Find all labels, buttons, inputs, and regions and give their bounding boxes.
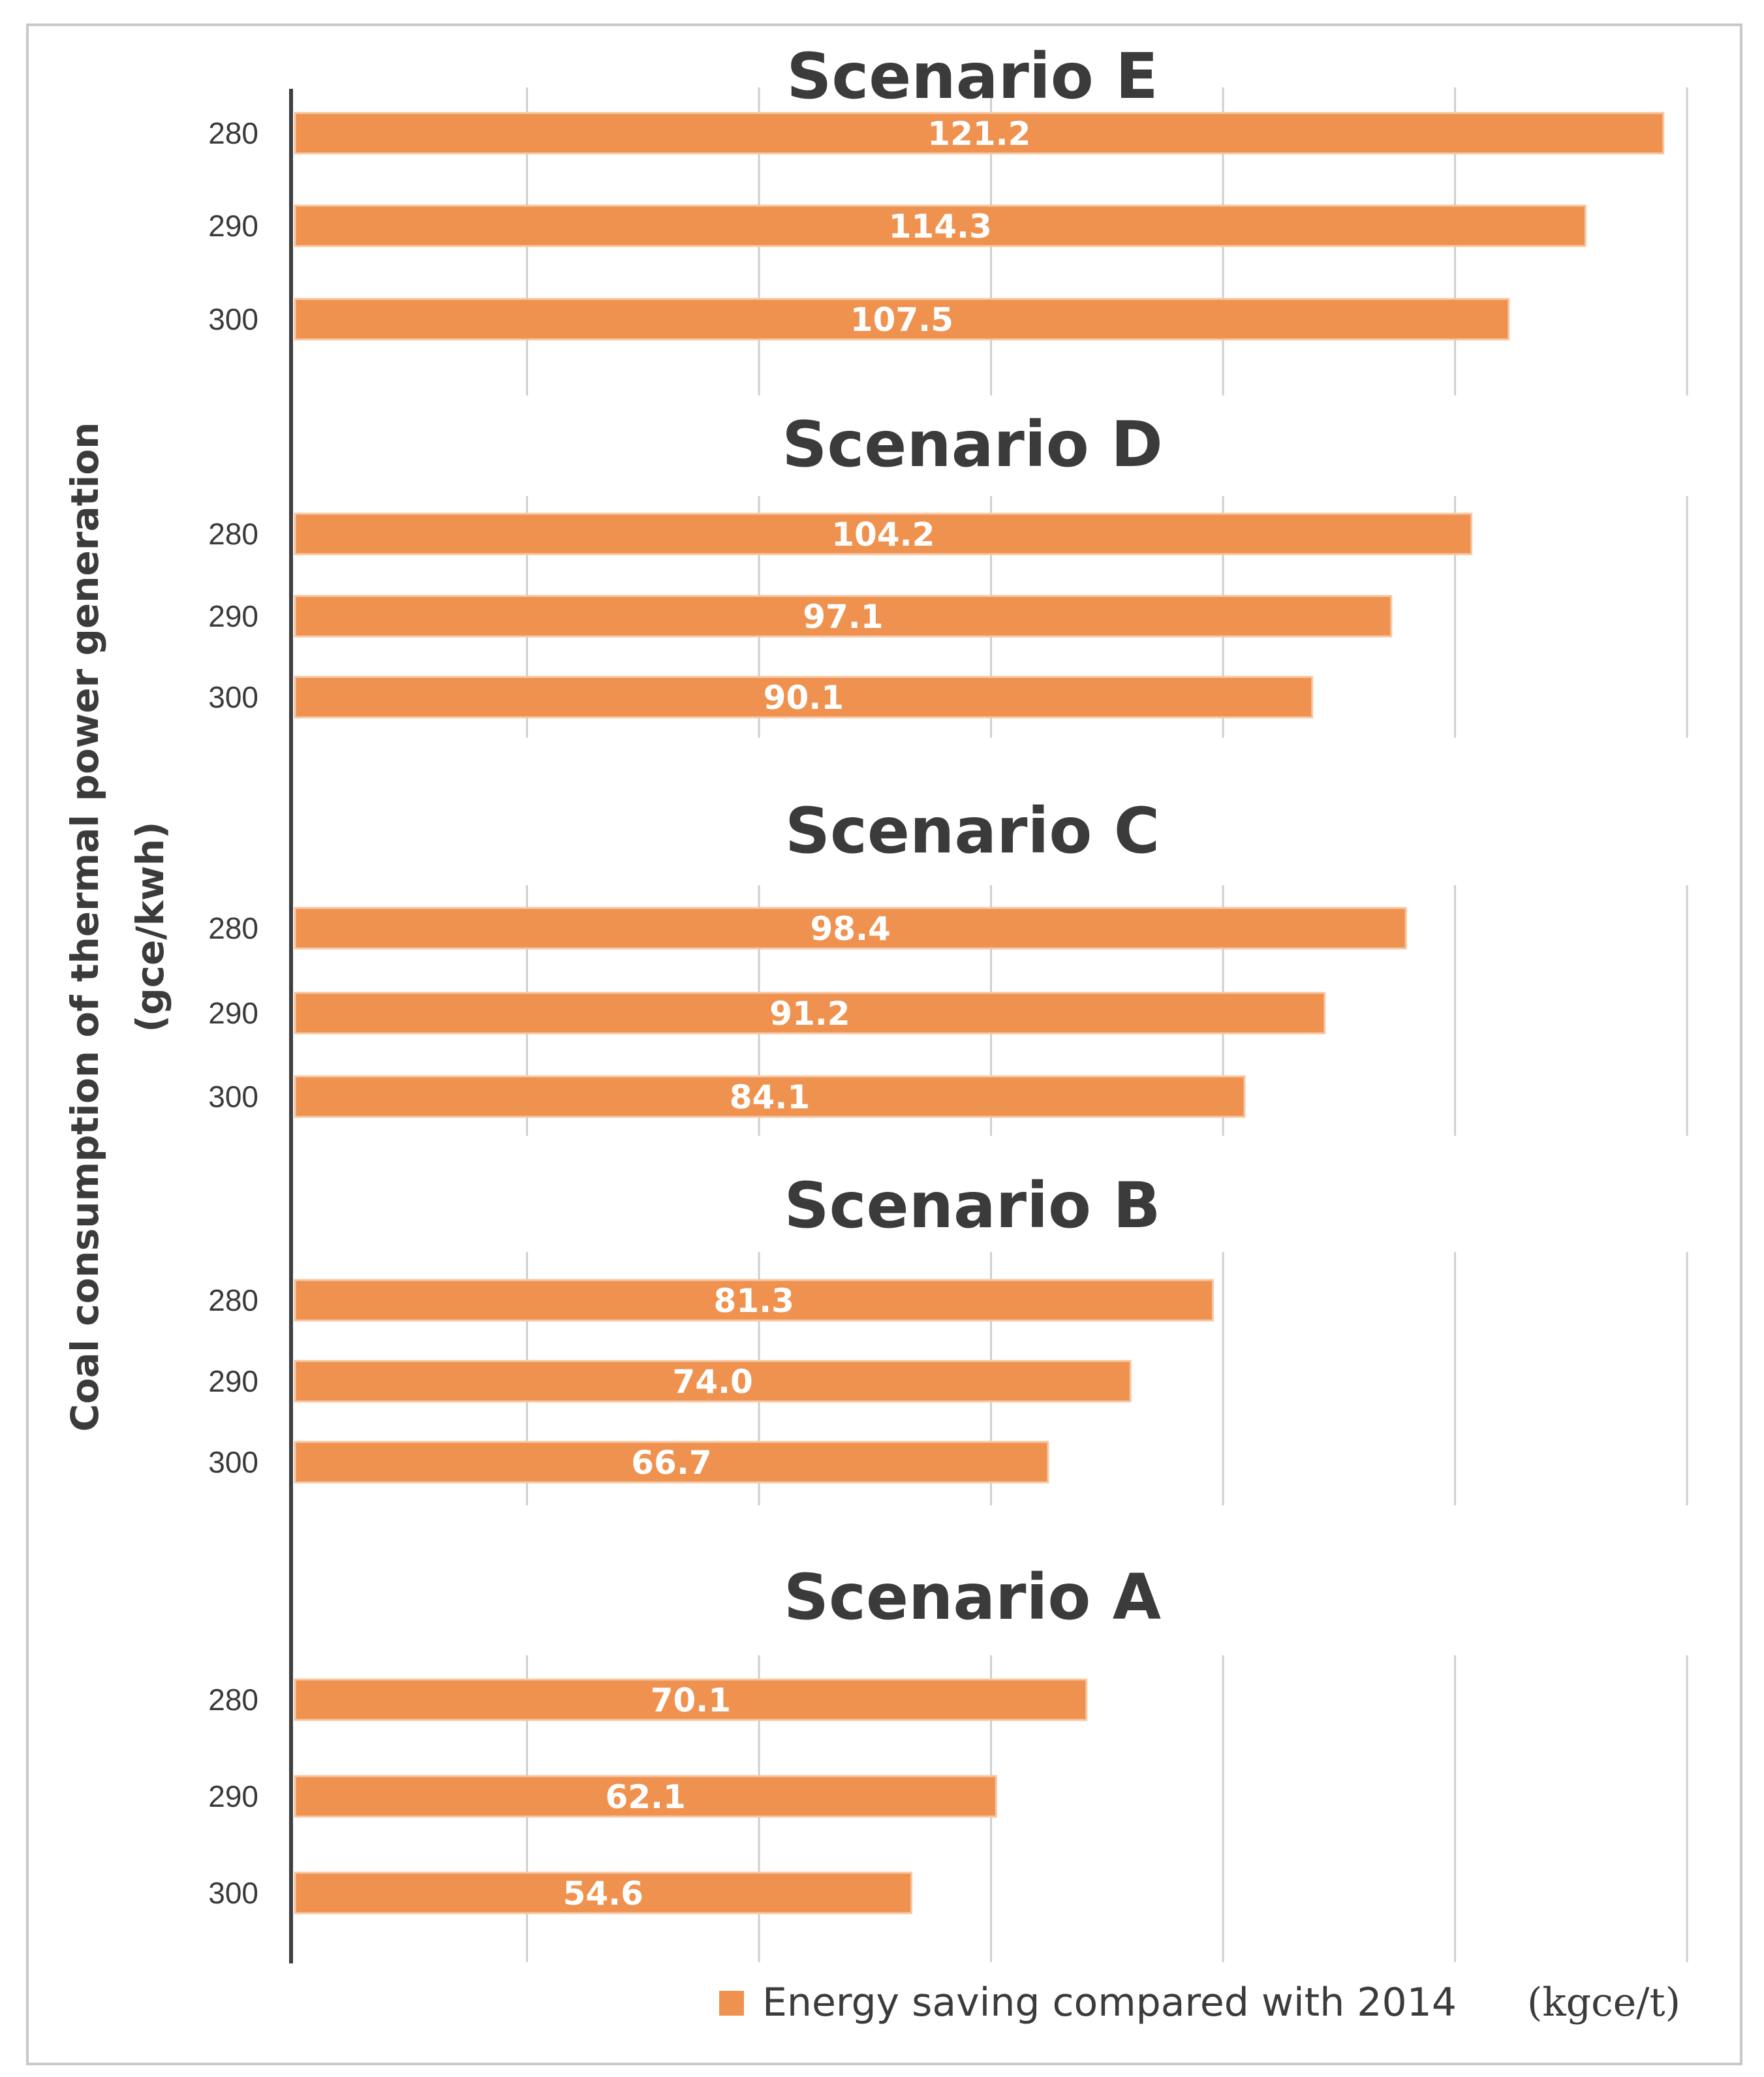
bar-value-label: 91.2 [769, 995, 850, 1033]
y-tick-label: 280 [208, 517, 258, 551]
bar [294, 204, 1586, 247]
bar [294, 1360, 1132, 1403]
y-tick-label: 290 [208, 1364, 258, 1398]
bar-value-label: 66.7 [631, 1444, 711, 1482]
scenario-title: Scenario A [784, 1561, 1161, 1634]
bar-value-label: 90.1 [764, 679, 844, 717]
y-axis-title: Coal consumption of thermal power genera… [63, 422, 172, 1432]
bar-value-label: 121.2 [927, 115, 1030, 153]
legend-unit: (kgce/t) [1527, 1980, 1680, 2025]
bar [294, 1279, 1214, 1322]
y-tick-label: 290 [208, 209, 258, 243]
y-axis-unit-text: (gce/kwh) [128, 822, 172, 1033]
y-tick-label: 300 [208, 1445, 258, 1479]
bar-value-label: 81.3 [714, 1282, 794, 1320]
scenario-title: Scenario B [784, 1169, 1160, 1242]
y-tick-label: 300 [208, 680, 258, 714]
bar [294, 676, 1314, 719]
bar [294, 298, 1510, 341]
bar [294, 1775, 997, 1818]
legend: Energy saving compared with 2014 (kgce/t… [719, 1980, 1680, 2025]
bar [294, 1678, 1088, 1721]
bar [294, 112, 1665, 155]
bar [294, 1871, 913, 1914]
y-tick-label: 300 [208, 302, 258, 336]
y-tick-label: 280 [208, 116, 258, 150]
bar-value-label: 107.5 [850, 301, 953, 339]
y-tick-label: 290 [208, 599, 258, 633]
y-tick-label: 300 [208, 1876, 258, 1910]
y-tick-label: 280 [208, 911, 258, 945]
bars [294, 112, 1665, 1914]
bar-value-label: 84.1 [730, 1078, 810, 1116]
scenario-title: Scenario E [786, 40, 1158, 113]
bar [294, 992, 1326, 1035]
scenario-title: Scenario D [782, 408, 1163, 481]
bar [294, 512, 1473, 555]
legend-swatch [719, 1991, 744, 2016]
legend-label: Energy saving compared with 2014 [762, 1980, 1457, 2025]
bar [294, 907, 1407, 950]
chart-frame [26, 23, 1742, 2065]
y-tick-label: 280 [208, 1283, 258, 1317]
bar-value-label: 54.6 [563, 1875, 643, 1913]
bar-value-label: 114.3 [889, 208, 992, 245]
y-tick-label: 280 [208, 1683, 258, 1717]
bar-value-label: 74.0 [672, 1363, 752, 1401]
bar-value-label: 104.2 [831, 516, 935, 554]
y-tick-label: 290 [208, 996, 258, 1030]
y-tick-label: 300 [208, 1080, 258, 1114]
bar-value-label: 97.1 [803, 598, 883, 636]
bar-value-label: 98.4 [810, 910, 890, 948]
bar [294, 1441, 1049, 1484]
bar [294, 1075, 1246, 1118]
y-axis-title-text: Coal consumption of thermal power genera… [63, 422, 107, 1432]
scenario-title: Scenario C [785, 794, 1160, 867]
y-tick-label: 290 [208, 1779, 258, 1813]
bar [294, 595, 1393, 638]
bar-value-label: 70.1 [651, 1681, 731, 1719]
bar-value-label: 62.1 [605, 1778, 685, 1816]
